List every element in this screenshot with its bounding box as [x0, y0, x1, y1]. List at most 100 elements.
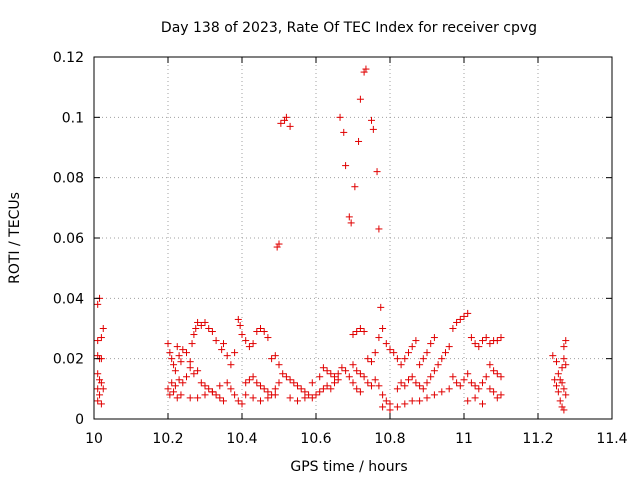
data-point: [551, 376, 559, 384]
data-point: [249, 340, 257, 348]
data-point: [312, 391, 320, 399]
data-point: [375, 382, 383, 390]
data-point: [397, 361, 405, 369]
x-tick-label: 10.4: [226, 431, 257, 447]
data-point: [218, 346, 226, 354]
data-point: [192, 325, 200, 332]
data-point: [275, 361, 283, 369]
data-point: [271, 391, 279, 399]
data-point: [375, 225, 383, 233]
data-point: [308, 394, 316, 402]
data-point: [412, 379, 420, 387]
data-point: [360, 68, 368, 76]
data-point: [427, 373, 435, 381]
data-point: [242, 379, 250, 387]
data-point: [562, 361, 570, 369]
data-point: [430, 334, 438, 342]
data-point: [94, 397, 102, 405]
data-point: [323, 382, 331, 390]
data-point: [99, 385, 107, 393]
data-point: [97, 400, 105, 408]
y-tick-label: 0: [75, 412, 84, 428]
data-point: [264, 388, 272, 396]
data-point: [479, 400, 486, 408]
data-point: [238, 400, 246, 408]
data-point: [356, 388, 364, 396]
data-point: [164, 340, 172, 348]
data-point: [197, 379, 205, 387]
data-point: [453, 318, 461, 326]
data-point: [260, 328, 268, 336]
data-point: [356, 95, 364, 103]
data-point: [467, 334, 475, 342]
data-point: [405, 376, 412, 384]
data-point: [186, 364, 194, 372]
data-point: [205, 385, 213, 393]
data-point: [173, 343, 181, 351]
data-point: [401, 355, 409, 363]
data-point: [353, 328, 361, 336]
data-point: [558, 403, 566, 411]
data-point: [349, 361, 357, 369]
data-point: [369, 125, 377, 133]
data-point: [336, 113, 344, 121]
data-point: [168, 355, 176, 363]
data-point: [99, 325, 107, 332]
data-point: [294, 397, 301, 405]
data-point: [223, 352, 231, 360]
data-point: [453, 379, 461, 387]
grid-lines: [94, 57, 612, 419]
data-point: [201, 382, 209, 390]
data-point: [94, 352, 102, 360]
data-point: [560, 343, 568, 351]
data-point: [401, 382, 409, 390]
x-tick-label: 10: [85, 431, 103, 447]
data-point: [186, 358, 194, 366]
data-point: [351, 183, 359, 191]
data-point: [456, 315, 464, 323]
data-point: [460, 312, 468, 320]
data-point: [164, 385, 172, 393]
data-point: [282, 113, 290, 121]
data-point: [423, 379, 431, 387]
data-point: [412, 337, 420, 345]
y-tick-label: 0.04: [53, 291, 84, 307]
data-point: [308, 379, 316, 387]
data-point: [201, 391, 209, 399]
data-point: [445, 343, 453, 351]
data-point: [347, 219, 355, 227]
data-point: [253, 379, 261, 387]
data-point: [319, 385, 327, 393]
data-point: [173, 394, 181, 402]
data-point: [493, 337, 501, 345]
x-axis-label: GPS time / hours: [290, 459, 407, 475]
data-point: [562, 337, 570, 345]
data-point: [194, 318, 202, 326]
data-point: [260, 385, 268, 393]
data-point: [331, 373, 338, 381]
data-point: [183, 349, 190, 357]
data-point: [438, 355, 446, 363]
data-point: [188, 340, 196, 348]
data-point: [553, 358, 560, 366]
data-point: [560, 385, 568, 393]
data-point: [360, 373, 368, 381]
data-point: [179, 379, 187, 387]
data-point: [231, 391, 239, 399]
data-point: [275, 379, 283, 387]
y-axis-label: ROTI / TECUs: [7, 192, 23, 284]
data-point: [257, 382, 264, 390]
data-point: [475, 385, 483, 393]
x-tick-label: 11.4: [596, 431, 627, 447]
data-point: [327, 385, 335, 393]
data-point: [386, 406, 394, 414]
x-tick-label: 10.6: [300, 431, 331, 447]
data-point: [408, 373, 416, 381]
data-point: [356, 370, 364, 378]
x-tick-label: 10.8: [374, 431, 405, 447]
data-point: [175, 352, 183, 360]
data-point: [355, 137, 363, 145]
data-point: [401, 400, 409, 408]
data-point: [449, 325, 457, 332]
